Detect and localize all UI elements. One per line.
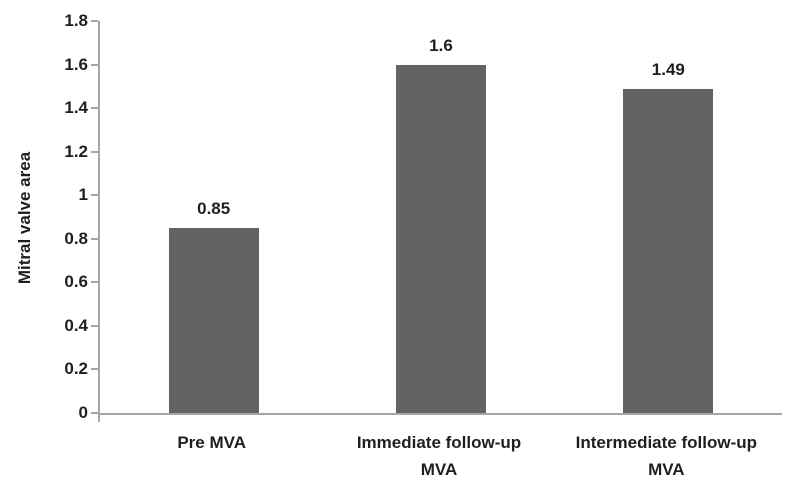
- bar-value-label: 0.85: [197, 198, 231, 218]
- y-tick-mark: [91, 150, 98, 153]
- plot-area: 0 0.2 0.4 0.6 0.8 1 1.2 1.4 1.6 1.8 0.85 1.6 1.49: [64, 11, 782, 422]
- y-tick-label: 0.8: [64, 228, 88, 248]
- y-tick-mark: [91, 194, 98, 197]
- y-tick-label: 1.4: [64, 98, 88, 118]
- y-tick-label: 0.6: [64, 272, 88, 292]
- y-tick-mark: [91, 412, 98, 414]
- y-tick-mark: [91, 63, 98, 66]
- x-axis-label: Immediate follow-up MVA: [356, 433, 522, 479]
- y-tick-label: 0.4: [64, 315, 88, 335]
- y-axis-title: Mitral valve area: [15, 151, 34, 285]
- x-axis-labels: Pre MVA Immediate follow-up MVA Intermedia…: [98, 429, 780, 489]
- y-tick-mark: [91, 324, 98, 327]
- x-axis-label: Pre MVA: [177, 433, 246, 452]
- y-tick-label: 0: [78, 403, 88, 422]
- y-tick-mark: [91, 281, 98, 284]
- y-tick-label: 1.6: [64, 54, 88, 74]
- bar-1: [168, 227, 259, 413]
- y-tick-label: 0.2: [64, 359, 88, 379]
- y-tick-label: 1.2: [64, 141, 88, 161]
- y-tick-label: 1.8: [64, 11, 88, 30]
- y-tick-label: 1: [78, 185, 88, 205]
- x-axis-corner-tick: [98, 415, 100, 422]
- bar-3: [623, 88, 714, 413]
- bar-value-label: 1.6: [429, 35, 453, 55]
- bar-2: [396, 64, 486, 413]
- x-axis-label: Intermediate follow-up MVA: [575, 433, 757, 479]
- y-tick-mark: [91, 107, 98, 110]
- y-tick-mark: [91, 20, 98, 22]
- bar-value-label: 1.49: [651, 59, 685, 79]
- y-tick-mark: [91, 368, 98, 371]
- y-tick-mark: [91, 237, 98, 240]
